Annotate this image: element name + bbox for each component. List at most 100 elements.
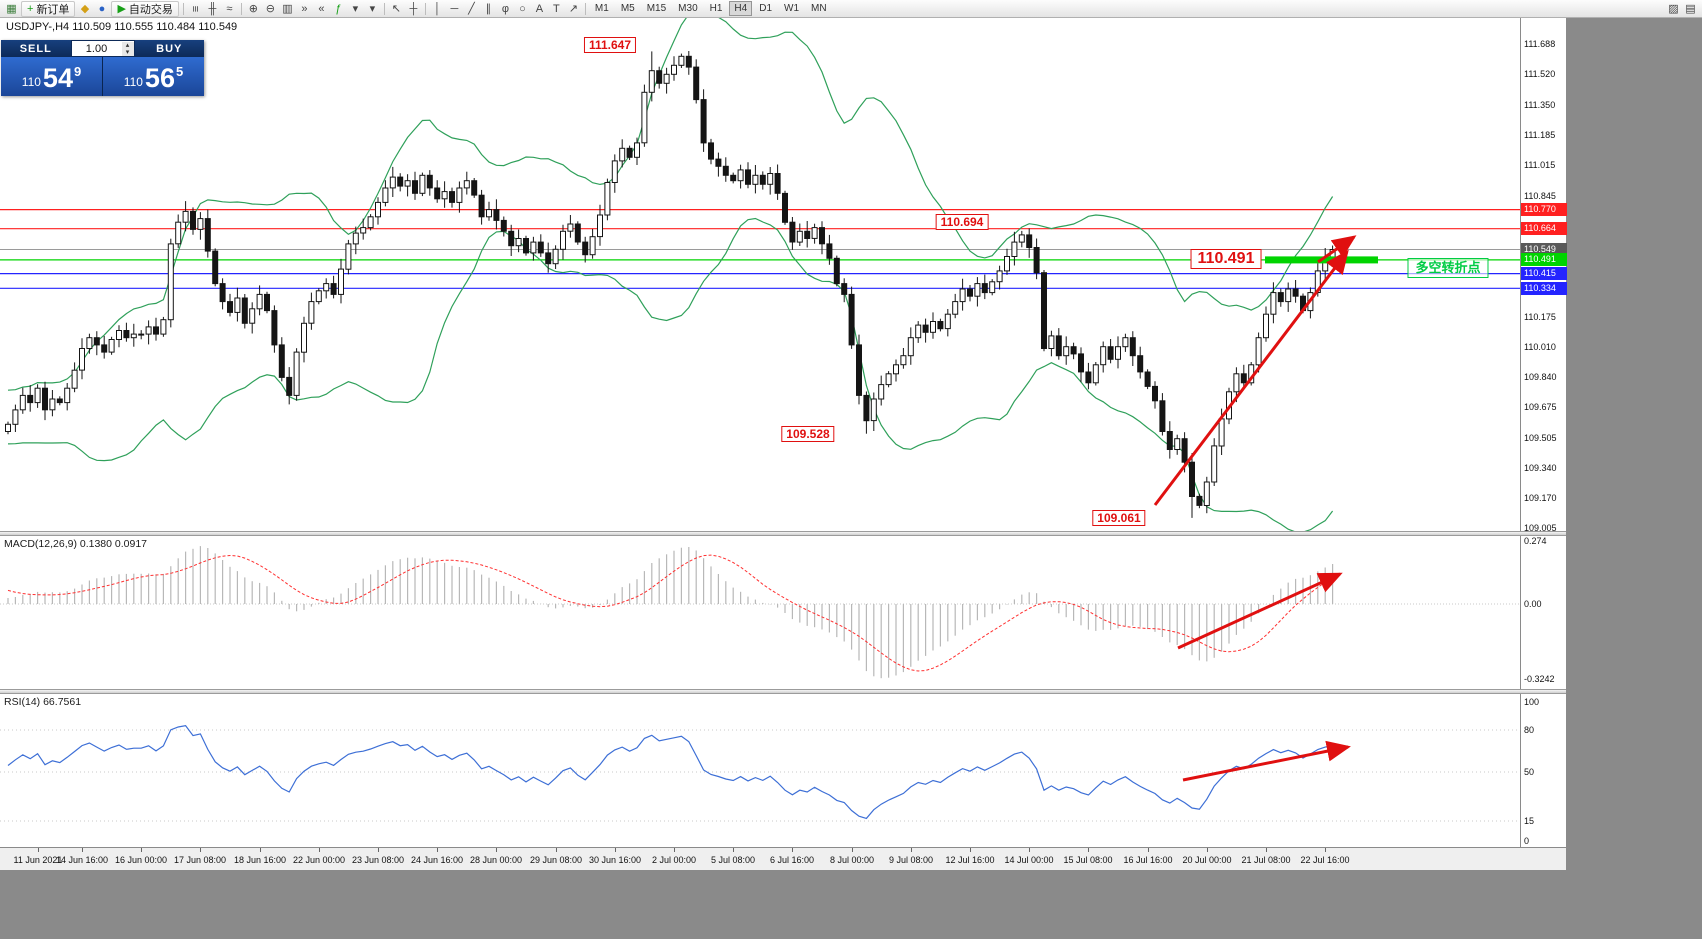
timeframe-w1-button[interactable]: W1 bbox=[784, 3, 800, 14]
panel-splitter[interactable] bbox=[0, 531, 1566, 536]
candle bbox=[412, 180, 418, 194]
candle bbox=[375, 201, 381, 218]
rsi-line bbox=[7, 725, 1333, 820]
channel-icon[interactable]: ∥ bbox=[480, 1, 497, 17]
price-tick: 111.688 bbox=[1524, 39, 1556, 49]
timeframe-d1-button[interactable]: D1 bbox=[759, 3, 773, 14]
candle bbox=[759, 174, 766, 185]
candle bbox=[604, 182, 611, 216]
candle bbox=[508, 230, 515, 247]
timeframe-m30-button[interactable]: M30 bbox=[678, 3, 698, 14]
time-axis-label: 11 Jun 2021 bbox=[13, 855, 63, 865]
chart-shift-icon[interactable]: « bbox=[313, 1, 330, 17]
buy-button[interactable]: 110 56 5 bbox=[103, 57, 204, 96]
candle bbox=[5, 423, 11, 432]
rsi-scale[interactable]: 100 80 50 15 0 bbox=[1520, 694, 1566, 847]
price-marker: 110.770 bbox=[1521, 203, 1567, 217]
line-chart-icon[interactable]: ≈ bbox=[221, 1, 238, 17]
candle bbox=[893, 364, 899, 375]
timeframe-m5-button[interactable]: M5 bbox=[620, 3, 635, 14]
candle bbox=[833, 257, 840, 285]
candle bbox=[907, 337, 914, 357]
time-axis-label: 15 Jul 08:00 bbox=[1063, 855, 1113, 865]
objects-icon-glyph: ▨ bbox=[1668, 3, 1679, 15]
auto-scroll-icon-glyph: » bbox=[301, 2, 308, 15]
text-label-icon[interactable]: T bbox=[548, 1, 565, 17]
buy-price-head: 110 bbox=[123, 75, 143, 89]
indicators-dropdown-icon[interactable]: ▾ bbox=[347, 1, 364, 17]
sell-price-head: 110 bbox=[21, 75, 41, 89]
arrows-icon[interactable]: ↗ bbox=[565, 1, 582, 17]
candle bbox=[352, 232, 359, 245]
sell-button[interactable]: 110 54 9 bbox=[1, 57, 103, 96]
macd-signal-line bbox=[7, 554, 1333, 672]
macd-panel bbox=[0, 546, 1520, 679]
price-scale[interactable]: 111.688 111.520 111.350 111.185 111.015 110.8… bbox=[1520, 18, 1567, 533]
panel-splitter[interactable] bbox=[0, 689, 1566, 694]
candle bbox=[49, 398, 56, 411]
horizontal-line-icon-glyph: ─ bbox=[450, 2, 459, 15]
candle bbox=[1018, 234, 1025, 243]
alert-icon[interactable]: ◆ bbox=[76, 1, 93, 17]
candle bbox=[1211, 445, 1218, 483]
crosshair-icon[interactable]: ┼ bbox=[405, 1, 422, 17]
timeframe-m1-button[interactable]: M1 bbox=[594, 3, 609, 14]
time-tick bbox=[1207, 848, 1208, 852]
timeframe-mn-button[interactable]: MN bbox=[811, 3, 827, 14]
tile-windows-icon[interactable]: ▥ bbox=[279, 1, 296, 17]
buy-header[interactable]: BUY bbox=[135, 40, 205, 57]
chart-shift-icon-glyph: « bbox=[318, 2, 325, 15]
sell-price-big: 54 bbox=[42, 63, 73, 93]
time-axis-label: 24 Jun 16:00 bbox=[410, 855, 464, 865]
trend-arrow[interactable] bbox=[1177, 572, 1343, 650]
candle bbox=[108, 339, 115, 353]
volume-down-icon[interactable]: ▾ bbox=[125, 48, 130, 56]
candle bbox=[338, 268, 344, 295]
candle bbox=[878, 384, 885, 400]
text-icon[interactable]: A bbox=[531, 1, 548, 17]
zoom-out-icon[interactable]: ⊖ bbox=[262, 1, 279, 17]
fibonacci-icon[interactable]: φ bbox=[497, 1, 514, 17]
trend-arrow[interactable] bbox=[1317, 235, 1357, 264]
price-marker: 110.334 bbox=[1521, 281, 1567, 295]
candle bbox=[767, 173, 774, 185]
candle bbox=[1092, 364, 1099, 384]
trend-arrow[interactable] bbox=[1153, 249, 1349, 506]
candle bbox=[34, 387, 41, 404]
auto-scroll-icon[interactable]: » bbox=[296, 1, 313, 17]
candle bbox=[937, 321, 944, 330]
cursor-icon[interactable]: ↖ bbox=[388, 1, 405, 17]
templates-icon[interactable]: ▤ bbox=[1682, 1, 1699, 17]
community-icon[interactable]: ● bbox=[93, 1, 110, 17]
volume-up-icon[interactable]: ▴ bbox=[125, 41, 130, 49]
candle bbox=[715, 158, 722, 167]
volume-field[interactable]: 1.00 ▴ ▾ bbox=[70, 40, 135, 57]
trendline-icon[interactable]: ╱ bbox=[463, 1, 480, 17]
timeframe-m15-button[interactable]: M15 bbox=[646, 3, 667, 14]
candle bbox=[175, 221, 182, 245]
candle bbox=[1137, 355, 1144, 373]
zoom-in-icon[interactable]: ⊕ bbox=[245, 1, 262, 17]
objects-icon[interactable]: ▨ bbox=[1665, 1, 1682, 17]
time-scale[interactable]: 11 Jun 2021 14 Jun 16:00 16 Jun 00:00 17 Ju… bbox=[0, 847, 1566, 870]
sell-header[interactable]: SELL bbox=[1, 40, 71, 57]
tile-windows-icon-glyph: ▥ bbox=[282, 3, 293, 15]
macd-scale[interactable]: 0.274 0.00 -0.3242 bbox=[1520, 536, 1566, 689]
horizontal-line-icon[interactable]: ─ bbox=[446, 1, 463, 17]
shapes-icon[interactable]: ○ bbox=[514, 1, 531, 17]
macd-histogram bbox=[7, 546, 1334, 679]
bar-chart-icon[interactable]: ≡ bbox=[187, 1, 204, 17]
time-axis-label: 30 Jun 16:00 bbox=[588, 855, 642, 865]
new-order-button[interactable]: + 新订单 bbox=[21, 0, 76, 17]
vertical-line-icon[interactable]: │ bbox=[429, 1, 446, 17]
alert-icon-glyph: ◆ bbox=[80, 3, 90, 15]
trend-arrow[interactable] bbox=[1182, 740, 1351, 782]
time-tick bbox=[733, 848, 734, 852]
new-chart-icon[interactable]: ▦ bbox=[3, 1, 20, 17]
period-dropdown-icon[interactable]: ▾ bbox=[364, 1, 381, 17]
timeframe-h4-button[interactable]: H4 bbox=[729, 1, 753, 16]
indicators-icon[interactable]: ƒ bbox=[330, 1, 347, 17]
timeframe-h1-button[interactable]: H1 bbox=[709, 3, 723, 14]
candlestick-chart-icon[interactable]: ╫ bbox=[204, 1, 221, 17]
auto-trading-button[interactable]: ▶ 自动交易 bbox=[111, 0, 179, 17]
